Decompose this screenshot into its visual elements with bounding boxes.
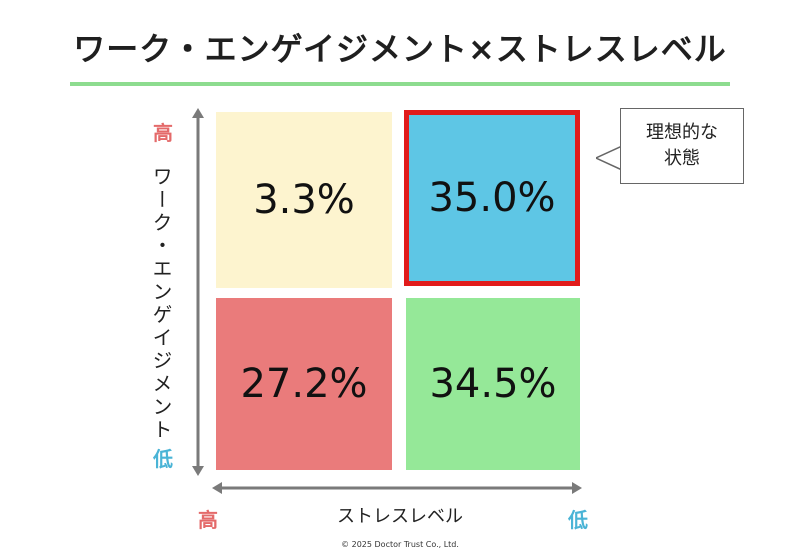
quadrant-top-right: 35.0%: [404, 110, 580, 286]
quadrant-top-left-value: 3.3%: [253, 177, 355, 223]
page-title: ワーク・エンゲイジメント×ストレスレベル: [73, 30, 727, 68]
ideal-state-callout: 理想的な 状態: [620, 108, 744, 184]
callout-line-1: 理想的な: [646, 122, 718, 143]
quadrant-bottom-right-value: 34.5%: [429, 361, 557, 407]
callout-line-2: 状態: [664, 148, 700, 169]
quadrant-bottom-left-value: 27.2%: [240, 361, 368, 407]
y-axis-arrow: [192, 108, 204, 476]
x-axis-low-label: 低: [568, 508, 588, 532]
y-axis-label: ワーク・エンゲイジメント: [149, 166, 173, 442]
title-underline: [70, 82, 730, 86]
quadrant-bottom-right: 34.5%: [406, 298, 580, 470]
copyright: © 2025 Doctor Trust Co., Ltd.: [341, 540, 459, 549]
y-axis-low-label: 低: [153, 447, 173, 471]
x-axis-high-label: 高: [198, 508, 218, 532]
quadrant-bottom-left: 27.2%: [216, 298, 392, 470]
quadrant-top-left: 3.3%: [216, 112, 392, 288]
quadrant-top-right-value: 35.0%: [428, 175, 556, 221]
x-axis-label: ストレスレベル: [337, 506, 463, 527]
callout-pointer: [596, 145, 622, 171]
y-axis-high-label: 高: [153, 121, 173, 145]
x-axis-arrow: [212, 482, 582, 494]
